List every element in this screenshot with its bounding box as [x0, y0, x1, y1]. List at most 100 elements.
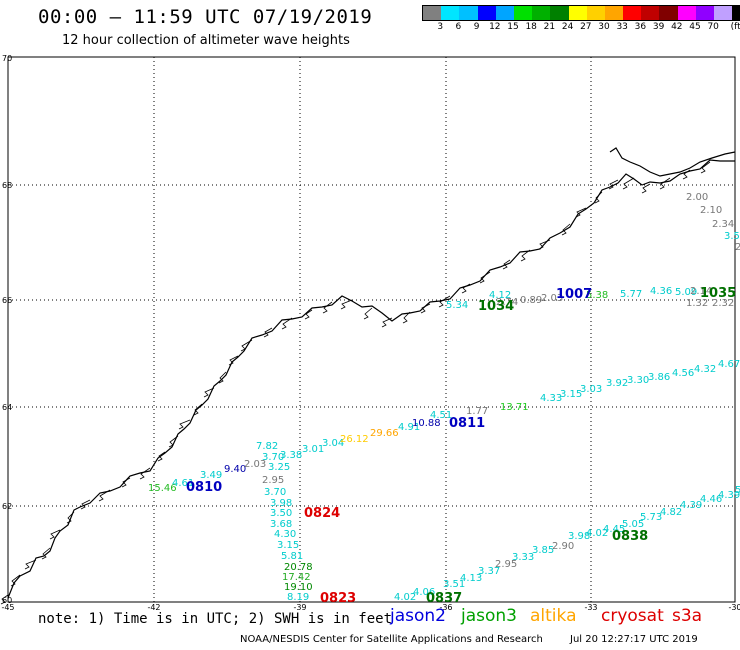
swh-reading: 3.49 [200, 470, 222, 481]
swh-reading: 3.38 [280, 450, 302, 461]
swh-reading: 3.25 [268, 462, 290, 473]
legend-label: 24 [561, 22, 574, 32]
longitude-label: -45 [1, 603, 14, 612]
axis-labels: 70 68 66 64 62 60-45 -42 -39 -36 -33 -30 [1, 54, 740, 612]
legend-swatch [477, 6, 496, 20]
swh-reading: 1.77 [466, 406, 488, 417]
legend-swatch [623, 6, 642, 20]
swh-reading: 4.91 [398, 422, 420, 433]
swh-reading: 4.46 [700, 494, 722, 505]
fjord-details [0, 161, 711, 605]
satellite-label-jason3: jason3 [461, 606, 517, 626]
swh-reading: 3.50 [270, 508, 292, 519]
swh-reading: 4.02 [394, 592, 416, 603]
map-subtitle: 12 hour collection of altimeter wave hei… [62, 33, 350, 48]
legend-label: 6 [455, 22, 462, 32]
map-frame [7, 56, 736, 603]
longitude-label: -39 [293, 603, 306, 612]
swh-reading: 2.03 [541, 293, 563, 304]
latitude-label: 66 [2, 296, 12, 305]
pass-time-label: 1007 [556, 287, 592, 302]
swh-reading: 5.09 [675, 287, 697, 298]
credit-line: NOAA/NESDIS Center for Satellite Applica… [240, 634, 543, 645]
longitude-label: -36 [439, 603, 452, 612]
swh-reading: 2.95 [495, 559, 517, 570]
satellite-label-cryosat: cryosat [601, 606, 664, 626]
swh-reading: 4.61 [172, 478, 194, 489]
legend-label: 27 [580, 22, 592, 32]
coastline-path [7, 159, 735, 599]
latitude-label: 64 [2, 403, 12, 412]
swh-reading: 2.95 [262, 475, 284, 486]
legend-label: 9 [473, 22, 480, 32]
swh-reading: 4.06 [413, 587, 435, 598]
swh-reading: 4.30 [274, 529, 296, 540]
legend-label: 3 [437, 22, 444, 32]
swh-reading: 29.66 [370, 428, 399, 439]
legend-swatch [495, 6, 514, 20]
north-coastline [609, 147, 736, 177]
legend-label: 33 [616, 22, 628, 32]
swh-reading: 4.45 [603, 524, 625, 535]
swh-reading: 0.89 [520, 295, 542, 306]
swh-reading: 3.70 [262, 452, 284, 463]
longitude-label: -33 [584, 603, 597, 612]
legend-label: (ft) [730, 22, 740, 32]
legend-label: 36 [634, 22, 647, 32]
legend-swatch [586, 6, 605, 20]
swh-reading: 3.01 [302, 444, 324, 455]
swh-reading: 4.67 [718, 359, 740, 370]
swh-reading: 2.32 [712, 298, 734, 309]
swh-reading: 3.92 [606, 378, 628, 389]
swh-reading: 19.10 [284, 582, 313, 593]
swh-reading: 4.02 [586, 528, 608, 539]
legend-swatch [641, 6, 660, 20]
swh-reading: 4.39 [718, 490, 740, 501]
legend-label: 21 [543, 22, 556, 32]
swh-reading: 4.33 [540, 393, 562, 404]
latitude-label: 60 [2, 596, 12, 605]
swh-reading: 3.85 [532, 545, 554, 556]
swh-reading: 4.13 [460, 573, 482, 584]
swh-reading: 4.51 [430, 410, 452, 421]
swh-reading: 20.78 [284, 562, 313, 573]
swh-reading: 4.12 [489, 290, 511, 301]
latitude-label: 62 [2, 502, 12, 511]
pass-time-labels: 0810 0824 0823 0811 1034 1007 1035 0838 0837 [186, 286, 736, 606]
legend-swatch [695, 6, 714, 20]
swh-reading: 2.74 [496, 297, 518, 308]
swh-reading: 5.81 [281, 551, 303, 562]
legend-label: 18 [525, 22, 537, 32]
satellite-label-s3a: s3a [672, 606, 703, 626]
swh-reading: 3.37 [478, 566, 500, 577]
legend-swatch [423, 6, 442, 20]
swh-reading: 8.19 [287, 592, 309, 603]
swh-reading: 5.05 [622, 519, 644, 530]
swh-reading: 3.15 [277, 540, 299, 551]
lat-lon-grid [7, 56, 736, 603]
swh-reading: 2.00 [686, 192, 708, 203]
swh-reading: 26.12 [340, 434, 369, 445]
legend-label: 42 [671, 22, 683, 32]
swh-reading: 3.86 [648, 372, 670, 383]
swh-reading: 5.34 [446, 300, 468, 311]
legend-label: 39 [652, 22, 665, 32]
legend-swatch [659, 6, 678, 20]
swh-reading: 5.38 [586, 290, 608, 301]
swh-reading: 3.68 [270, 519, 292, 530]
pass-time-label: 0837 [426, 591, 462, 606]
swh-reading: 5.5 [735, 485, 740, 496]
swh-reading: 5.77 [620, 289, 642, 300]
legend-swatch [677, 6, 696, 20]
swh-reading: 7.82 [256, 441, 278, 452]
legend-swatch [568, 6, 587, 20]
swh-reading: 4.36 [650, 286, 672, 297]
swh-reading: 2 [735, 242, 740, 253]
altimeter-readings: 15.464.613.499.402.037.823.703.252.953.7… [148, 192, 740, 603]
legend-label: 15 [507, 22, 519, 32]
swh-reading: 3.98 [568, 531, 590, 542]
swh-reading: 10.88 [412, 418, 441, 429]
pass-time-label: 0811 [449, 416, 485, 431]
legend-swatch [732, 6, 740, 20]
swh-reading: 17.42 [282, 572, 311, 583]
